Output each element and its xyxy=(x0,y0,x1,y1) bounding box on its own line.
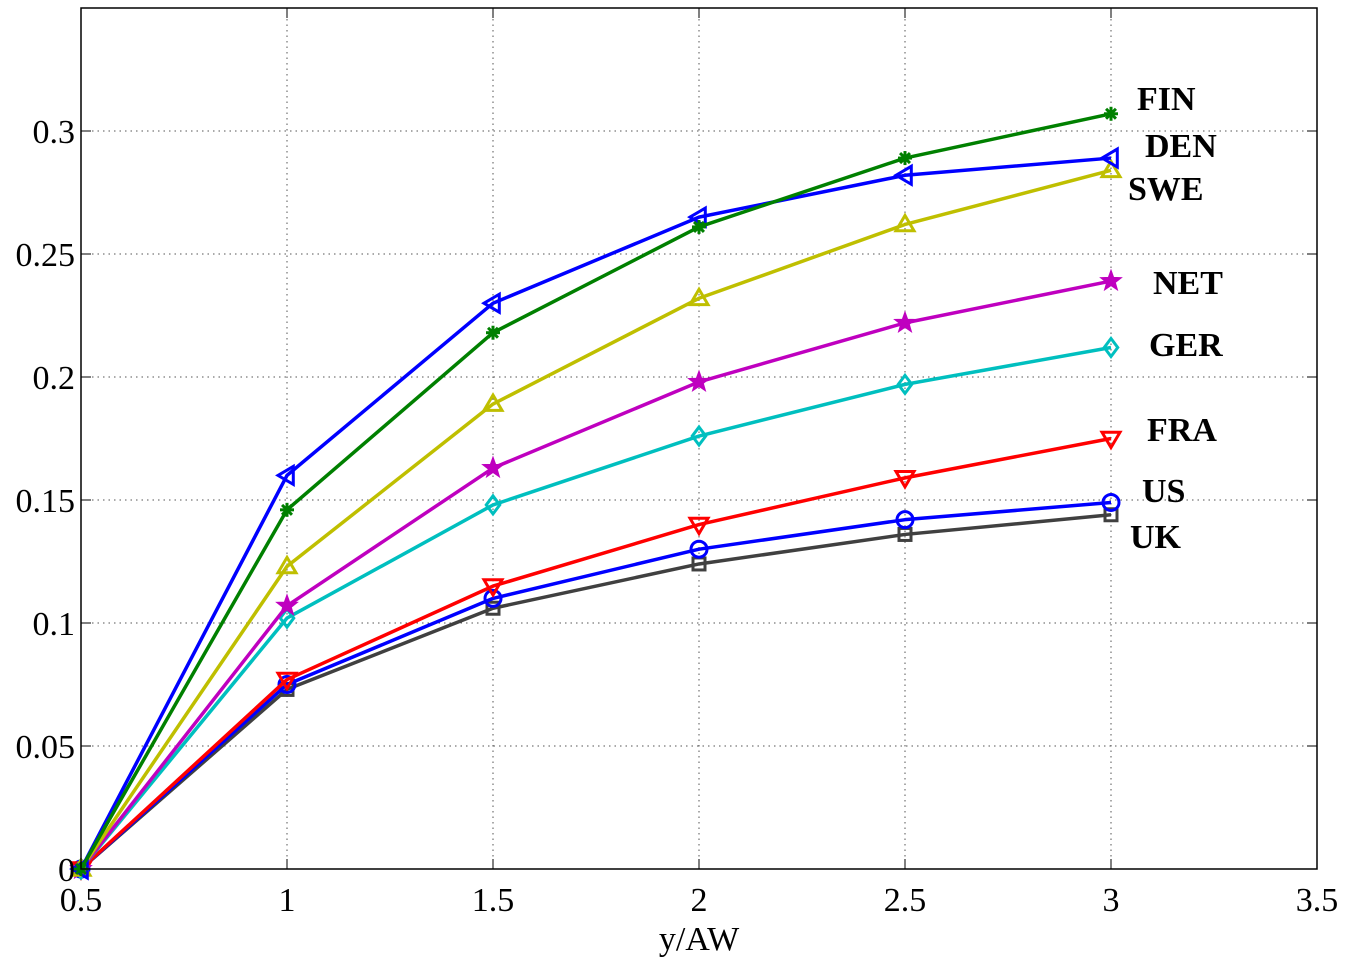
series-labels: UK US FRA GER NET SWE DEN FIN xyxy=(1128,81,1223,556)
data-point xyxy=(692,219,706,234)
data-point xyxy=(280,502,294,517)
series-swe xyxy=(69,158,1123,877)
data-point xyxy=(481,578,505,599)
x-tick-label: 1.5 xyxy=(472,882,515,919)
data-point xyxy=(895,510,915,530)
series-label: US xyxy=(1142,473,1185,510)
data-point xyxy=(483,588,503,608)
series-ger xyxy=(72,335,1120,881)
y-tick-label: 0.15 xyxy=(16,483,76,520)
asterisk-stroke xyxy=(280,503,294,516)
plot-frame xyxy=(80,7,1318,870)
x-tick-label: 3.5 xyxy=(1296,882,1339,919)
series-label: SWE xyxy=(1128,171,1204,208)
series-line xyxy=(79,513,1112,871)
series-label: FRA xyxy=(1147,412,1217,449)
data-point xyxy=(893,310,917,333)
data-point xyxy=(893,163,913,187)
x-tick-label: 2 xyxy=(691,882,708,919)
data-point xyxy=(277,675,297,694)
data-point xyxy=(1099,146,1119,170)
series-us xyxy=(71,492,1121,879)
data-point xyxy=(481,291,501,315)
asterisk-stroke xyxy=(898,152,912,165)
series-label: UK xyxy=(1130,519,1182,556)
data-point xyxy=(896,372,914,396)
data-point xyxy=(893,212,917,233)
series-line xyxy=(79,112,1112,870)
asterisk-stroke xyxy=(1104,107,1118,120)
data-point xyxy=(1099,430,1123,451)
x-tick-label: 2.5 xyxy=(884,882,927,919)
tick-labels: 0.5 1 1.5 2 2.5 3 3.5 0 0.05 0.1 0.15 0.2 0.25 0.3 xyxy=(16,114,1339,919)
series-label: GER xyxy=(1149,327,1223,364)
y-tick-label: 0.05 xyxy=(16,729,76,766)
series-label: NET xyxy=(1153,265,1223,302)
x-tick-label: 3 xyxy=(1103,882,1120,919)
data-point xyxy=(689,539,709,559)
x-axis-label: y/AW xyxy=(659,921,740,958)
data-point xyxy=(687,516,711,537)
series-line xyxy=(79,168,1112,870)
series-line xyxy=(79,156,1112,870)
data-point xyxy=(275,463,295,488)
data-point xyxy=(275,554,299,575)
series-label: DEN xyxy=(1145,128,1217,165)
data-point xyxy=(275,593,299,616)
data-point xyxy=(484,493,502,517)
y-tick-label: 0.2 xyxy=(33,360,76,397)
series-line xyxy=(79,436,1112,871)
series-fin xyxy=(74,106,1118,876)
data-point xyxy=(893,470,917,490)
asterisk-stroke xyxy=(692,220,706,233)
y-tick-label: 0 xyxy=(58,852,75,889)
data-point xyxy=(275,671,299,692)
data-point xyxy=(898,151,912,166)
series-label: FIN xyxy=(1137,81,1196,118)
series-fra xyxy=(69,430,1123,881)
series-line xyxy=(79,345,1112,871)
series-group xyxy=(69,106,1123,881)
data-point xyxy=(481,455,505,479)
series-line xyxy=(79,279,1112,871)
x-tick-label: 0.5 xyxy=(60,882,103,919)
data-point xyxy=(1102,335,1120,359)
data-point xyxy=(485,600,501,616)
series-line xyxy=(79,500,1112,871)
y-tick-label: 0.25 xyxy=(16,237,76,274)
data-point xyxy=(1101,492,1121,512)
data-point xyxy=(486,325,500,340)
grid xyxy=(80,8,1318,870)
data-point xyxy=(690,424,708,448)
data-point xyxy=(1099,158,1123,179)
y-tick-label: 0.1 xyxy=(33,606,76,643)
series-uk xyxy=(73,507,1119,877)
data-point xyxy=(687,369,711,393)
asterisk-stroke xyxy=(486,326,500,339)
data-point xyxy=(1104,106,1118,121)
x-tick-label: 1 xyxy=(279,882,296,919)
data-point xyxy=(278,606,296,630)
data-point xyxy=(1099,268,1123,292)
data-point xyxy=(481,392,505,412)
y-tick-label: 0.3 xyxy=(33,114,76,151)
data-point xyxy=(687,286,711,307)
data-point xyxy=(1103,507,1119,523)
